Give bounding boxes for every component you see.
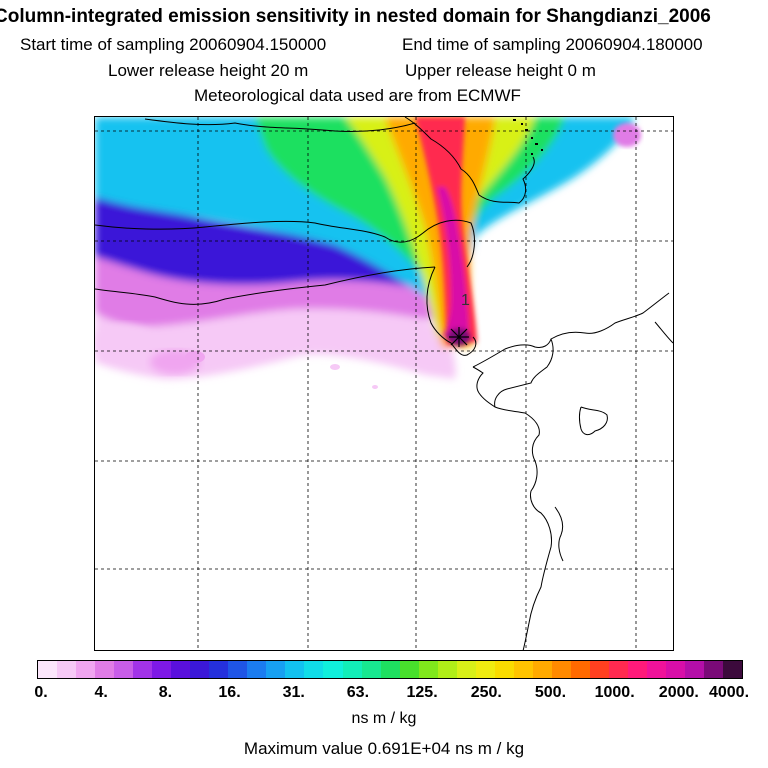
color-scale-segment <box>608 661 628 678</box>
pale-patch <box>95 324 155 360</box>
color-scale-tick-label: 63. <box>346 684 370 701</box>
lower-release-height-label: Lower release height 20 m <box>108 61 309 80</box>
island <box>531 137 533 139</box>
coastline-segment <box>654 321 673 344</box>
coastline-segment <box>404 117 535 204</box>
sensitivity-core <box>415 117 477 346</box>
color-scale-segment <box>456 661 476 678</box>
island <box>535 143 538 145</box>
color-scale-segment <box>685 661 705 678</box>
field-band-magenta <box>437 187 469 339</box>
color-scale-segment <box>399 661 419 678</box>
color-scale-tick-label: 2000. <box>658 684 699 701</box>
color-scale-tick-label: 31. <box>282 684 305 701</box>
color-scale-segment <box>76 661 96 678</box>
color-scale-tick-label: 4. <box>94 684 108 701</box>
field-band-blue <box>95 192 435 292</box>
coastline-segment <box>472 292 670 368</box>
color-scale-segment <box>666 661 686 678</box>
color-scale-tick-label: 0. <box>34 684 48 701</box>
color-scale-tick-label: 16. <box>218 684 241 701</box>
color-scale-segment <box>361 661 381 678</box>
color-scale-segment <box>342 661 362 678</box>
receptor-label: 1 <box>461 292 470 309</box>
island <box>521 123 523 125</box>
color-scale-segment <box>57 661 77 678</box>
color-scale-tick-label: 4000. <box>708 684 750 701</box>
color-scale-segment <box>190 661 210 678</box>
color-scale-tick-label: 250. <box>470 684 502 701</box>
coastline-segment <box>554 506 564 562</box>
coastlines <box>95 117 673 650</box>
color-scale-tick-label: 500. <box>534 684 567 701</box>
color-scale-segment <box>494 661 514 678</box>
meteorological-data-label: Meteorological data used are from ECMWF <box>194 86 521 105</box>
lat-lon-grid <box>95 117 673 650</box>
plot-title: Column-integrated emission sensitivity i… <box>0 6 768 32</box>
color-scale-segment <box>209 661 229 678</box>
color-scale-segment <box>247 661 267 678</box>
color-scale-segment <box>133 661 153 678</box>
color-scale-segment <box>513 661 533 678</box>
island <box>541 149 543 151</box>
receptor-marker: 1 <box>449 292 470 347</box>
color-scale-segment <box>647 661 667 678</box>
color-scale-segment <box>380 661 400 678</box>
color-scale-tick-label: 1000. <box>594 684 635 701</box>
color-scale-segment <box>704 661 724 678</box>
island <box>525 129 528 131</box>
color-scale-segment <box>304 661 324 678</box>
end-time-label: End time of sampling 20060904.180000 <box>402 35 703 54</box>
start-time-label: Start time of sampling 20060904.150000 <box>20 35 327 54</box>
pale-patch <box>330 364 340 370</box>
color-scale-segment <box>266 661 286 678</box>
color-scale-segment <box>152 661 172 678</box>
pale-patch <box>613 123 641 147</box>
coastline-segment <box>472 366 496 408</box>
maximum-value-label: Maximum value 0.691E+04 ns m / kg <box>243 739 525 758</box>
color-scale-segment <box>228 661 248 678</box>
color-scale-tick-label: 8. <box>158 684 173 701</box>
color-scale-segment <box>285 661 305 678</box>
coastline-segment <box>579 406 608 436</box>
color-scale-bar <box>37 660 743 679</box>
color-scale-tick-label: 125. <box>406 684 438 701</box>
island <box>513 119 516 121</box>
color-scale-segment <box>95 661 115 678</box>
map-canvas: 1 <box>95 117 673 650</box>
color-scale-segment <box>323 661 343 678</box>
coastline-segment <box>494 338 554 650</box>
units-label: ns m / kg <box>351 710 417 727</box>
upper-release-height-label: Upper release height 0 m <box>405 61 596 80</box>
color-scale-segment <box>437 661 457 678</box>
color-scale-segment <box>551 661 571 678</box>
islands <box>513 119 543 155</box>
color-scale-segment <box>171 661 191 678</box>
color-scale-segment <box>475 661 495 678</box>
coastline-segment <box>144 118 416 133</box>
coastline-segment <box>95 266 436 305</box>
color-scale-segment <box>627 661 647 678</box>
plot-title-text: Column-integrated emission sensitivity i… <box>0 6 711 27</box>
coastline-segment <box>95 219 475 268</box>
sensitivity-field <box>95 117 635 379</box>
color-scale-segment <box>418 661 438 678</box>
color-scale-segment <box>570 661 590 678</box>
emission-sensitivity-map: 1 <box>94 116 674 651</box>
color-scale-segment <box>114 661 134 678</box>
pale-patch <box>185 351 205 363</box>
pale-patch <box>372 385 378 389</box>
color-scale-segment <box>723 661 743 678</box>
color-scale-segment <box>532 661 552 678</box>
color-scale-segment <box>589 661 609 678</box>
coastline-segment <box>426 266 477 356</box>
color-scale-segment <box>38 661 58 678</box>
island <box>531 153 533 155</box>
